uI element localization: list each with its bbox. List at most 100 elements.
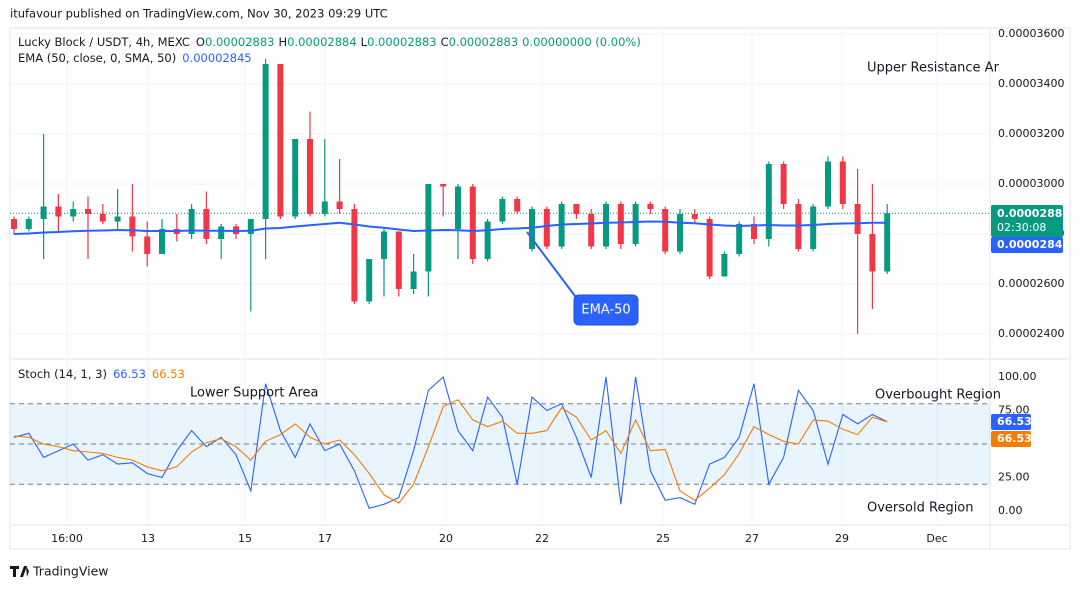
candle-body [514,199,521,212]
candle-body [366,259,373,302]
x-tick-label: 20 [439,532,453,545]
logo-text: TradingView [32,564,109,579]
ohlc-key: L [361,35,368,49]
x-tick-label: Dec [926,532,947,545]
candle-body [262,64,269,219]
candle-body [736,224,743,254]
y-tick-label: 0.00002400 [998,327,1064,340]
stoch-wrap: 66.53 [152,367,185,381]
frame [9,27,1071,550]
y-tick-label: 0.00003200 [998,127,1064,140]
candle-body [751,224,757,239]
stoch-value: 66.53 [113,367,146,381]
price-badge [991,205,1063,237]
candle-body [395,231,402,289]
candle-body [425,184,432,272]
candle-body [721,254,728,277]
stoch-value: 66.53 [152,367,185,381]
candle-body [603,204,609,247]
y-tick-label: 100.00 [998,370,1037,383]
ohlc-value: 0.00002884 [287,35,357,49]
candle-body [307,139,313,214]
candle-body [55,206,62,217]
x-tick-label: 29 [835,532,849,545]
candle-body [247,219,254,234]
candle-body [85,209,91,214]
candle-body [469,186,476,259]
candle-body [691,214,698,219]
x-tick-label: 25 [656,532,670,545]
logo-icon [10,566,29,577]
overlay: EMA-50 TradingView [10,231,639,579]
stoch-wrap: 66.53 [113,367,146,381]
y-tick-label: 0.00003600 [998,27,1064,40]
stoch-legend: Stoch (14, 1, 3) 66.53 66.53 [18,367,185,381]
y-tick-label: 25.00 [998,471,1030,484]
candle-body [617,204,624,244]
ema-name: EMA (50, close, 0, SMA, 50) [18,51,176,65]
y-tick-label: 0.00003000 [998,177,1064,190]
ohlc-key: C [441,35,449,49]
candle-body [632,204,639,244]
ohlc-value: 0.00002883 [449,35,519,49]
stoch-title: Stoch (14, 1, 3) [18,367,107,381]
change: 0.00000000 (0.00%) [522,35,641,49]
candle-body [677,214,683,252]
ema-badge-text: 0.00002845 [997,238,1070,251]
candle-body [810,206,817,249]
candle-body [188,209,195,234]
ohlc-item: H0.00002884 [278,35,356,49]
ema-badge [991,237,1063,253]
callout-text: EMA-50 [581,303,630,318]
candle-body [780,164,787,204]
candle-body [825,161,831,207]
logo: TradingView [10,564,109,579]
x-tick-label: 17 [318,532,332,545]
ema-wrap: 0.00002845 [182,51,252,65]
candle-body [662,209,669,252]
candle-body [410,271,417,289]
ohlc-key: O [196,35,205,49]
candle-body [706,219,713,277]
candle-body [40,206,47,219]
annotation: Lower Support Area [190,386,319,401]
annotation: Upper Resistance Ar [867,61,1000,76]
stoch-badge [991,431,1031,447]
symbol: Lucky Block / USDT, 4h, MEXC [18,35,190,49]
candle-body [25,219,32,229]
candle-body [484,221,491,259]
candle-body [381,231,387,259]
legend-ema: EMA (50, close, 0, SMA, 50) 0.00002845 [18,51,252,65]
y-tick-label: 75.00 [998,404,1030,417]
candle-body [499,199,506,222]
candle-body [351,209,358,302]
stoch-badge [991,414,1031,430]
x-tick-label: 22 [535,532,549,545]
candle-body [573,204,580,214]
x-tick-label: 13 [141,532,155,545]
y-tick-label: 0.00 [998,504,1023,517]
x-tick-label: 16:00 [51,532,83,545]
series-line [13,220,888,235]
stoch-badge-text: 66.53 [997,432,1032,445]
annotation: Oversold Region [867,501,974,516]
series-line [13,399,888,504]
candle-body [529,209,535,249]
series-line [13,375,888,509]
price-pane: 0.000024000.000026000.000028000.00003000… [10,27,1070,545]
x-tick-label: 27 [745,532,759,545]
candle-body [336,201,343,209]
ohlc-value: 0.00002883 [205,35,275,49]
stoch-badge-text: 66.53 [997,415,1032,428]
callout-box [573,294,639,326]
ema-value: 0.00002845 [182,51,252,65]
candle-body [884,213,891,272]
y-tick-label: 0.00003400 [998,77,1064,90]
ohlc-item: O0.00002883 [196,35,275,49]
candle-body [588,214,595,247]
candle-body [455,186,461,229]
candle-body [321,201,328,214]
candle-body [839,161,846,204]
